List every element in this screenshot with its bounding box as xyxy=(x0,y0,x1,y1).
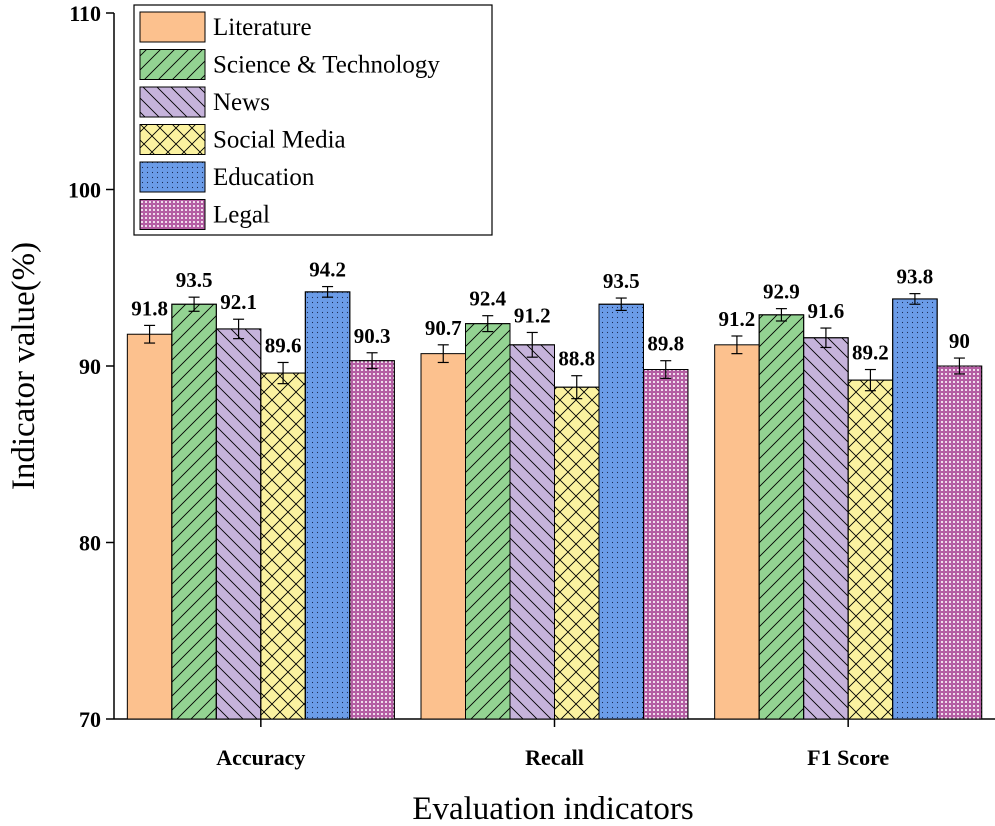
y-tick-label: 100 xyxy=(68,178,101,203)
legend-item-literature: Literature xyxy=(139,11,312,43)
data-label: 89.8 xyxy=(647,332,684,356)
data-label: 92.1 xyxy=(220,290,257,314)
y-tick-label: 110 xyxy=(69,1,101,26)
bar-legal-f1-score xyxy=(936,365,983,720)
data-label: 93.8 xyxy=(897,265,934,289)
bar-science-and-technology-recall xyxy=(465,323,511,720)
legend-swatch xyxy=(139,11,206,43)
data-label: 92.4 xyxy=(469,287,506,311)
bar-education-f1-score xyxy=(892,298,938,720)
data-label: 93.5 xyxy=(603,269,640,293)
y-ticks: 70 80 90 100 110 xyxy=(68,1,114,732)
data-label: 90 xyxy=(949,329,970,353)
legend-item-social-media: Social Media xyxy=(139,124,346,155)
error-bar xyxy=(188,296,200,312)
bar-social-media-recall xyxy=(554,386,600,720)
error-bar xyxy=(437,344,449,364)
bar-news-accuracy xyxy=(215,328,262,720)
bar-education-accuracy xyxy=(304,291,351,720)
data-label: 91.6 xyxy=(808,299,845,323)
legend-label: News xyxy=(213,89,270,116)
bar-literature-f1-score xyxy=(714,344,760,720)
data-label: 92.9 xyxy=(763,280,800,304)
error-bar xyxy=(953,357,965,375)
x-tick-label-accuracy: Accuracy xyxy=(216,745,305,770)
bar-news-recall xyxy=(509,344,555,720)
legend-item-education: Education xyxy=(139,161,315,193)
error-bar xyxy=(775,308,787,322)
error-bar xyxy=(526,331,538,358)
error-bar xyxy=(322,285,334,298)
x-axis-title: Evaluation indicators xyxy=(412,791,693,826)
error-bar xyxy=(233,318,245,340)
bar-education-recall xyxy=(598,303,644,720)
bar-legal-recall xyxy=(643,369,689,720)
data-label: 94.2 xyxy=(309,258,346,282)
data-label: 93.5 xyxy=(176,268,213,292)
bar-news-f1-score xyxy=(803,337,849,720)
bar-social-media-f1-score xyxy=(847,379,894,720)
legend-label: Legal xyxy=(213,202,270,229)
bar-legal-accuracy xyxy=(349,360,395,720)
data-label: 88.8 xyxy=(558,347,595,371)
data-label: 91.2 xyxy=(514,303,551,327)
x-tick-label-recall: Recall xyxy=(525,745,584,770)
legend-item-science-and-technology: Science & Technology xyxy=(139,49,440,80)
legend-label: Social Media xyxy=(213,127,346,154)
x-tick-label-f1-score: F1 Score xyxy=(807,745,889,770)
error-bar xyxy=(909,293,921,305)
bar-science-and-technology-f1-score xyxy=(758,314,805,720)
bar-social-media-accuracy xyxy=(260,372,306,720)
bar-literature-recall xyxy=(420,353,466,720)
y-tick-label: 90 xyxy=(79,354,101,379)
legend-item-legal: Legal xyxy=(139,199,270,230)
y-tick-label: 80 xyxy=(79,531,101,556)
error-bar xyxy=(144,324,156,344)
data-label: 90.3 xyxy=(354,324,391,348)
error-bar xyxy=(571,375,583,400)
error-bar xyxy=(366,352,378,370)
error-bar xyxy=(864,368,876,392)
legend-label: Education xyxy=(213,164,315,191)
data-label: 90.7 xyxy=(425,316,462,340)
data-label: 89.2 xyxy=(852,341,889,365)
error-bar xyxy=(731,335,743,355)
legend-label: Science & Technology xyxy=(213,52,440,79)
data-label: 91.2 xyxy=(719,307,756,331)
bar-science-and-technology-accuracy xyxy=(171,303,217,720)
legend: Literature Science & Technology News Social… xyxy=(133,4,493,236)
error-bar xyxy=(277,361,289,385)
error-bar xyxy=(660,360,672,379)
legend-item-news: News xyxy=(139,86,270,118)
legend-frame xyxy=(133,4,493,236)
y-axis-title: Indicator value(%) xyxy=(6,242,42,490)
error-bar xyxy=(820,327,832,349)
bar-literature-accuracy xyxy=(126,333,173,720)
error-bar xyxy=(482,315,494,333)
bars xyxy=(126,285,983,720)
error-bar xyxy=(615,297,627,312)
x-ticks: Accuracy Recall F1 Score xyxy=(216,719,889,770)
data-labels: 91.8 93.5 92.1 89.6 94.2 90.3 90.7 92.4 91.2 88.8… xyxy=(131,258,970,371)
data-label: 91.8 xyxy=(131,296,168,320)
y-tick-label: 70 xyxy=(79,707,101,732)
data-label: 89.6 xyxy=(265,333,302,357)
legend-label: Literature xyxy=(213,14,312,41)
